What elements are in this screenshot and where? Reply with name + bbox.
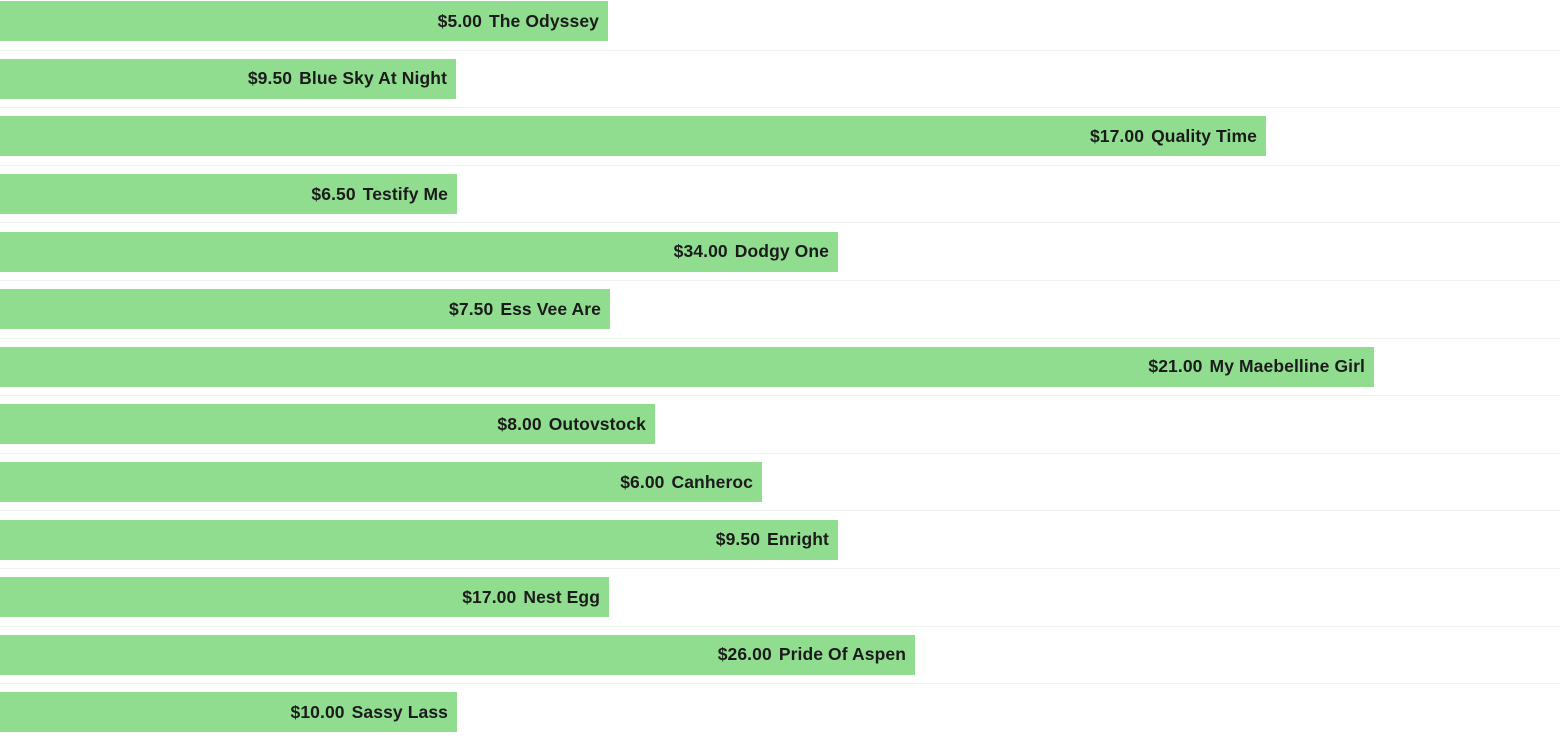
price-label: $9.50	[247, 68, 293, 89]
horse-name-label: The Odyssey	[488, 10, 599, 31]
bar-row: $6.50 Testify Me	[0, 166, 1560, 224]
bar-row: $9.50 Enright	[0, 511, 1560, 569]
price-label: $10.00	[290, 701, 345, 722]
price-label: $7.50	[449, 298, 494, 319]
bar-row: $7.50 Ess Vee Are	[0, 281, 1560, 339]
price-label: $26.00	[717, 644, 772, 665]
price-label: $6.00	[620, 471, 665, 492]
horse-name-label: Dodgy One	[734, 241, 829, 262]
horse-bar[interactable]: $17.00 Quality Time	[0, 116, 1266, 157]
horse-name-label: Sassy Lass	[351, 701, 448, 722]
horse-name-label: Pride Of Aspen	[778, 644, 906, 665]
price-label: $21.00	[1148, 356, 1203, 377]
bar-row: $34.00 Dodgy One	[0, 223, 1560, 281]
horse-bar[interactable]: $9.50 Blue Sky At Night	[0, 58, 456, 99]
horse-name-label: Enright	[767, 529, 829, 550]
horse-bar[interactable]: $9.50 Enright	[0, 519, 838, 560]
horse-name-label: Blue Sky At Night	[299, 68, 447, 89]
bar-row: $17.00 Quality Time	[0, 108, 1560, 166]
price-label: $9.50	[715, 529, 761, 550]
price-label: $34.00	[673, 241, 728, 262]
horse-name-label: Nest Egg	[523, 586, 600, 607]
bar-row: $6.00 Canheroc	[0, 454, 1560, 512]
horse-bar[interactable]: $8.00 Outovstock	[0, 404, 655, 445]
price-label: $8.00	[497, 413, 542, 434]
horse-name-label: Ess Vee Are	[500, 298, 601, 319]
bar-row: $21.00 My Maebelline Girl	[0, 339, 1560, 397]
horse-bar[interactable]: $17.00 Nest Egg	[0, 577, 609, 618]
price-label: $17.00	[1089, 125, 1145, 146]
horse-bar[interactable]: $21.00 My Maebelline Girl	[0, 346, 1374, 387]
horse-bar[interactable]: $7.50 Ess Vee Are	[0, 289, 610, 330]
horse-bar[interactable]: $6.00 Canheroc	[0, 462, 762, 503]
horse-bar[interactable]: $6.50 Testify Me	[0, 174, 457, 215]
horse-bar[interactable]: $26.00 Pride Of Aspen	[0, 634, 915, 675]
horse-name-label: Outovstock	[548, 413, 646, 434]
horse-name-label: Canheroc	[671, 471, 753, 492]
bar-row: $17.00 Nest Egg	[0, 569, 1560, 627]
horse-bar[interactable]: $5.00 The Odyssey	[0, 1, 608, 42]
horse-bar[interactable]: $34.00 Dodgy One	[0, 231, 838, 272]
bar-row: $26.00 Pride Of Aspen	[0, 627, 1560, 685]
horse-name-label: Testify Me	[362, 183, 448, 204]
bar-row: $5.00 The Odyssey	[0, 0, 1560, 51]
price-label: $5.00	[437, 10, 482, 31]
horse-name-label: Quality Time	[1151, 125, 1257, 146]
bar-row: $8.00 Outovstock	[0, 396, 1560, 454]
price-label: $17.00	[462, 586, 517, 607]
bar-row: $10.00 Sassy Lass	[0, 684, 1560, 741]
bar-row: $9.50 Blue Sky At Night	[0, 51, 1560, 109]
horse-bar[interactable]: $10.00 Sassy Lass	[0, 692, 457, 733]
horse-name-label: My Maebelline Girl	[1209, 356, 1365, 377]
price-label: $6.50	[311, 183, 356, 204]
